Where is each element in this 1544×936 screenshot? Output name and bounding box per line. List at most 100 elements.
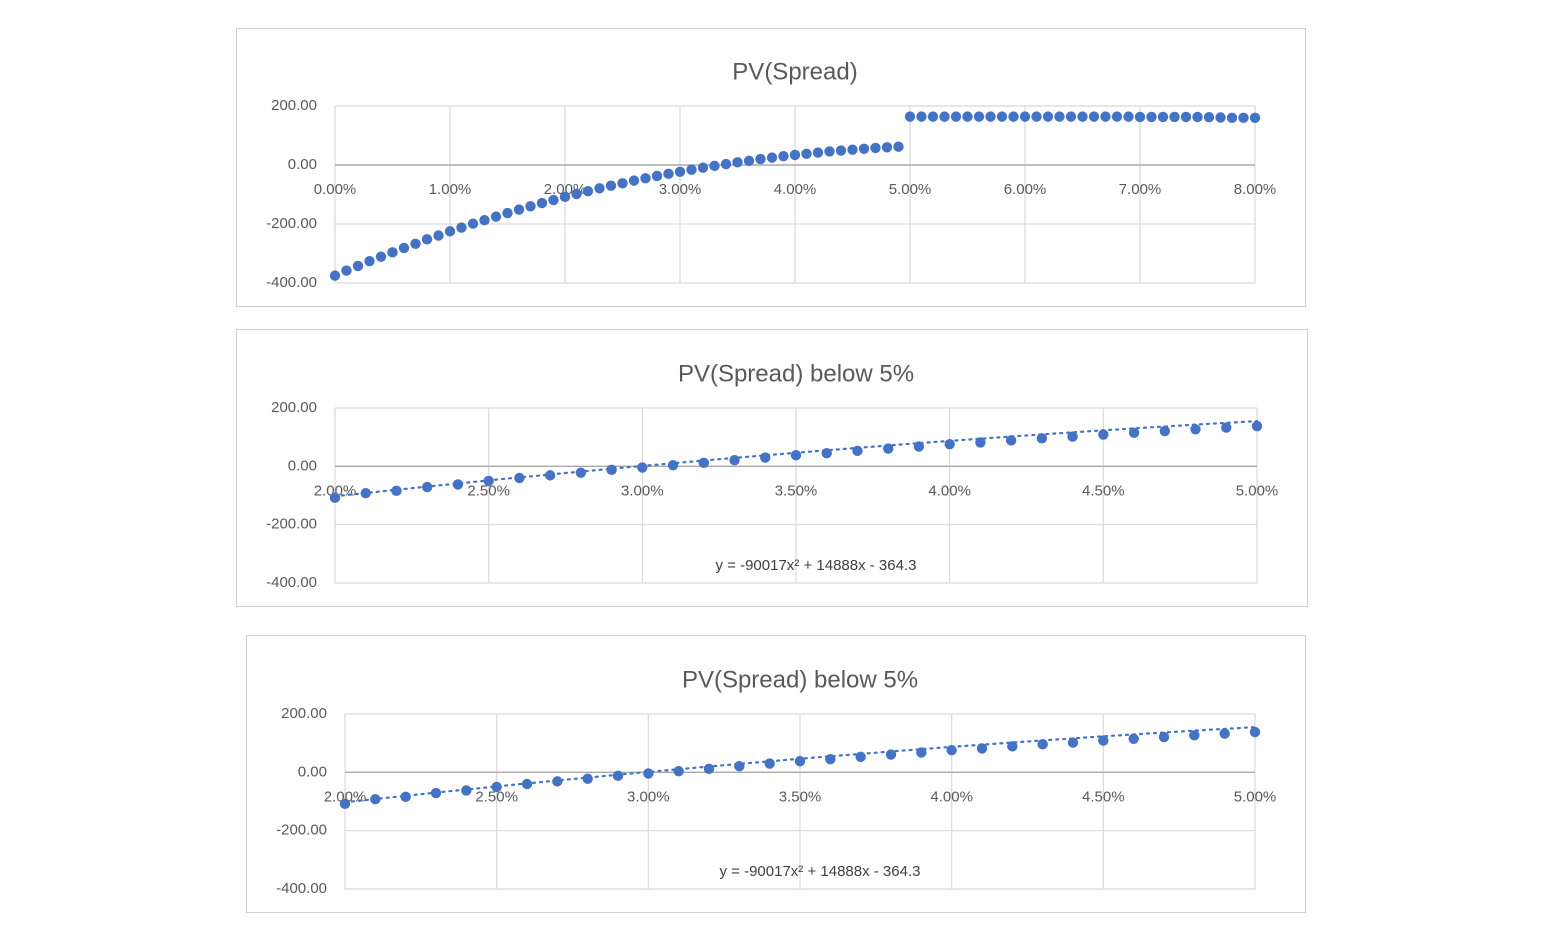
y-tick-label: 0.00 (288, 156, 317, 173)
data-point (422, 481, 433, 493)
data-point (387, 247, 398, 258)
data-point (709, 160, 720, 172)
data-point (789, 149, 801, 161)
data-point (1192, 111, 1203, 123)
data-point (801, 148, 812, 159)
data-point (790, 450, 802, 461)
data-point (667, 459, 679, 471)
data-point (612, 770, 624, 782)
data-point (927, 111, 939, 122)
chart-title: PV(Spread) below 5% (682, 666, 918, 693)
data-point (1042, 111, 1054, 122)
x-tick-label: 2.50% (467, 482, 510, 499)
data-point (885, 749, 897, 760)
y-tick-label: -400.00 (266, 574, 317, 591)
data-point (697, 162, 709, 173)
data-point (962, 111, 973, 122)
x-tick-label: 3.50% (775, 482, 818, 499)
data-point (703, 763, 715, 775)
data-point (490, 211, 502, 222)
data-point (1221, 422, 1232, 433)
data-point (916, 111, 927, 122)
data-point (617, 178, 628, 189)
data-point (1146, 111, 1157, 123)
y-tick-label: -200.00 (266, 215, 317, 232)
data-point (1249, 112, 1261, 124)
data-point (764, 758, 775, 769)
data-point (1008, 111, 1019, 122)
x-tick-label: 4.00% (930, 788, 973, 805)
chart-pv-spread-below-5pct-copy: PV(Spread) below 5% 200.00 0.00 -200.00 -400… (246, 635, 1306, 913)
x-tick-label: 0.00% (314, 181, 357, 198)
data-point (398, 242, 410, 254)
y-tick-label: 200.00 (271, 399, 317, 416)
data-point (559, 191, 571, 203)
data-point (1037, 739, 1048, 750)
data-point (1134, 111, 1146, 123)
data-point (1128, 427, 1140, 438)
data-point (821, 448, 832, 459)
data-point (606, 464, 617, 476)
data-point (1158, 731, 1170, 743)
data-point (1100, 111, 1111, 122)
y-tick-label: 0.00 (298, 763, 327, 780)
data-point (1189, 730, 1200, 741)
data-point (674, 166, 686, 177)
data-point (913, 441, 925, 452)
x-tick-label: 2.00% (324, 788, 367, 805)
data-point (391, 485, 402, 497)
data-point (352, 260, 364, 272)
data-point (1251, 420, 1263, 432)
data-point (1111, 111, 1123, 122)
data-point (1031, 111, 1042, 122)
chart-title: PV(Spread) below 5% (678, 360, 914, 387)
data-point (847, 144, 858, 155)
data-point (552, 776, 563, 787)
data-point (1036, 433, 1048, 444)
x-tick-label: 1.00% (429, 181, 472, 198)
data-point (548, 194, 559, 206)
data-point (881, 142, 893, 153)
x-tick-label: 5.00% (889, 181, 932, 198)
data-point (421, 234, 433, 245)
data-point (479, 214, 490, 226)
data-point (444, 226, 456, 237)
data-point (1190, 424, 1201, 435)
x-tick-label: 5.00% (1236, 482, 1279, 499)
trendline-equation: y = -90017x² + 14888x - 364.3 (720, 863, 921, 880)
data-point (1065, 111, 1077, 122)
data-point (950, 111, 962, 122)
data-point (778, 150, 789, 162)
data-point (1249, 726, 1261, 738)
y-tick-label: -400.00 (276, 880, 327, 897)
x-tick-label: 5.00% (1234, 788, 1277, 805)
data-point (766, 152, 778, 163)
data-point (1169, 111, 1180, 123)
data-point (1180, 111, 1192, 123)
data-point (939, 111, 950, 122)
y-tick-label: 0.00 (288, 457, 317, 474)
data-point (637, 462, 648, 473)
data-point (483, 475, 494, 487)
y-tick-label: 200.00 (281, 705, 327, 722)
data-point (1203, 112, 1215, 123)
data-point (729, 455, 740, 466)
data-point (883, 443, 894, 454)
chart-pv-spread-below-5pct-svg: PV(Spread) below 5% 200.00 0.00 -200.00 -400… (266, 360, 1279, 591)
x-tick-label: 2.50% (475, 788, 518, 805)
data-point (893, 141, 904, 152)
data-point (916, 747, 927, 758)
data-point (375, 251, 387, 262)
data-point (582, 773, 593, 784)
data-point (1067, 431, 1078, 442)
x-tick-label: 4.50% (1082, 482, 1125, 499)
data-point (1128, 733, 1139, 744)
data-point (544, 470, 556, 481)
data-point (755, 153, 766, 165)
data-point (760, 452, 771, 463)
data-point (370, 793, 381, 805)
data-point (1077, 111, 1088, 122)
data-point (1215, 112, 1226, 123)
data-point (1067, 737, 1079, 748)
data-point (835, 145, 847, 156)
